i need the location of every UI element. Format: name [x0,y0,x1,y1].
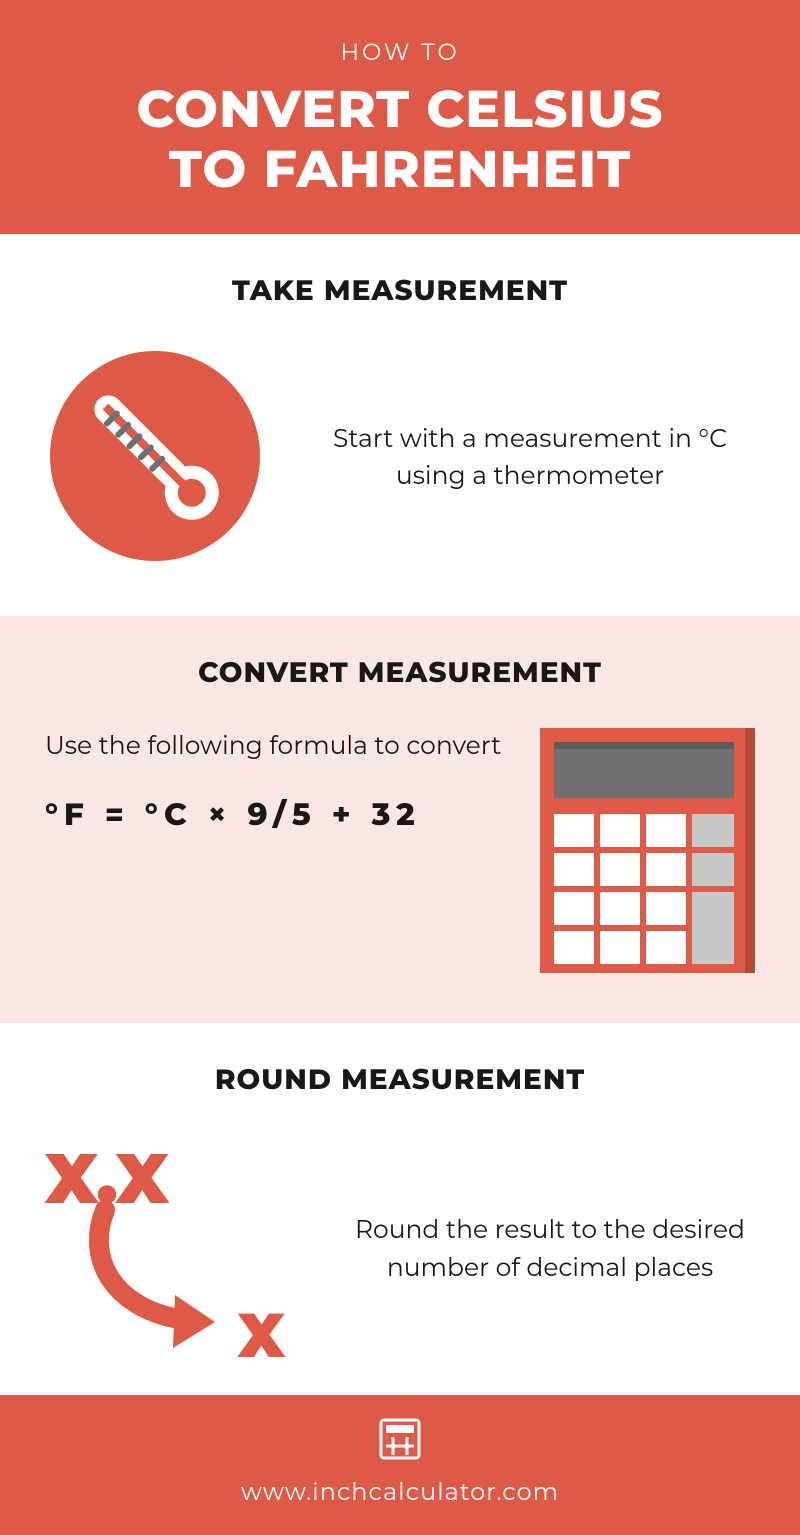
header-block: HOW TO CONVERT CELSIUS TO FAHRENHEIT [0,0,800,234]
rounding-to: X [238,1297,285,1373]
section-1-text: Start with a measurement in °C using a t… [305,421,755,496]
section-2-title: CONVERT MEASUREMENT [45,656,755,690]
footer-url: www.inchcalculator.com [0,1478,800,1507]
thermometer-icon [45,346,265,571]
section-3-title: ROUND MEASUREMENT [45,1063,755,1097]
section-convert-measurement: CONVERT MEASUREMENT Use the following fo… [0,616,800,1023]
section-3-text: Round the result to the desired number o… [345,1212,755,1287]
section-take-measurement: TAKE MEASUREMENT Start with a measuremen… [0,234,800,616]
conversion-formula: °F = °C × 9/5 + 32 [45,795,510,833]
title-line-1: CONVERT CELSIUS [136,78,663,141]
header-title: CONVERT CELSIUS TO FAHRENHEIT [20,80,780,200]
section-2-lead: Use the following formula to convert [45,728,510,766]
calculator-icon [540,728,755,978]
section-1-title: TAKE MEASUREMENT [45,274,755,308]
rounding-icon: X.X X [45,1135,305,1365]
footer-block: www.inchcalculator.com [0,1395,800,1535]
section-round-measurement: ROUND MEASUREMENT X.X X Round the result… [0,1023,800,1395]
header-eyebrow: HOW TO [20,38,780,66]
title-line-2: TO FAHRENHEIT [169,138,631,201]
footer-logo-icon [0,1417,800,1466]
